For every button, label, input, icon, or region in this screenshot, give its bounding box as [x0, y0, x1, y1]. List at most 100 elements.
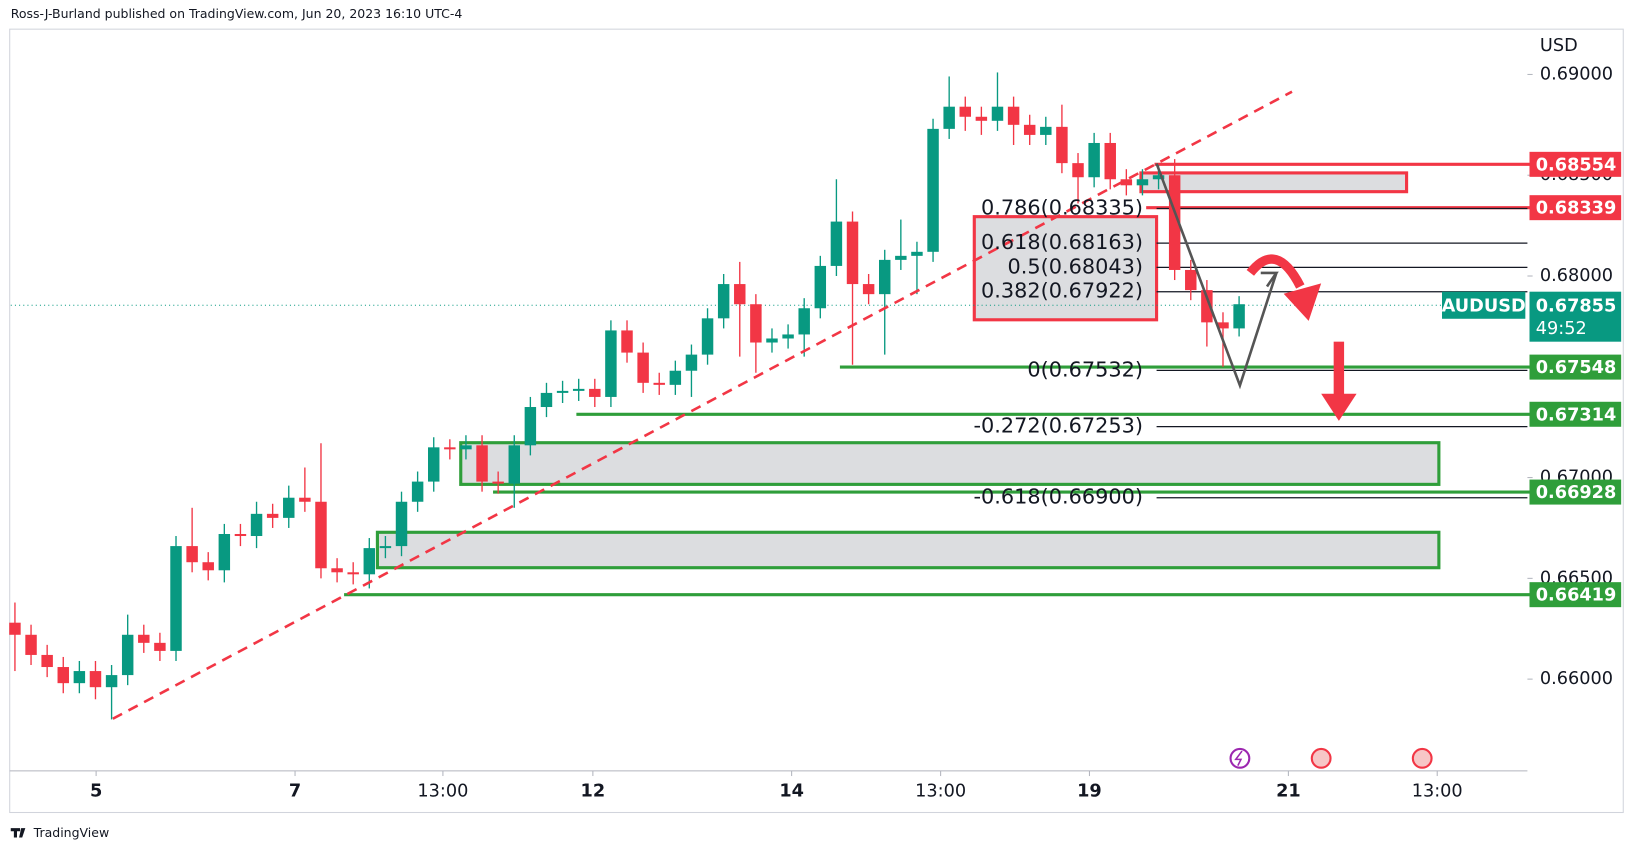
candle-body — [1152, 175, 1165, 180]
candle-body — [331, 568, 343, 573]
level-label-box — [1529, 479, 1622, 505]
event-icon[interactable] — [1411, 747, 1433, 769]
candle-body — [105, 675, 118, 688]
candle-body — [1072, 163, 1084, 178]
candle-body — [685, 354, 698, 371]
candle-body — [540, 392, 553, 408]
candle-body — [283, 497, 295, 518]
candle-body — [653, 382, 665, 385]
candle-body — [750, 304, 762, 343]
candle-body — [234, 534, 247, 537]
demand-zone — [459, 441, 1441, 486]
symbol-label: AUDUSD — [1442, 296, 1526, 316]
candle-body — [1040, 126, 1052, 135]
candle-body — [379, 546, 392, 549]
fib-label: 0.786(0.68335) — [981, 195, 1143, 219]
candle-body — [25, 634, 37, 655]
currency: USD — [1540, 36, 1578, 56]
candle-body — [444, 447, 456, 450]
candle-body — [266, 513, 279, 518]
candle-body — [1104, 142, 1116, 180]
candle-body — [138, 634, 150, 643]
candle-body — [41, 654, 53, 668]
candle-body — [1056, 126, 1068, 164]
level-label: 0.68554 — [1536, 155, 1617, 175]
candle-body — [427, 447, 440, 482]
candle-body — [1120, 179, 1133, 186]
candle-body — [830, 221, 843, 266]
event-icon[interactable] — [1229, 747, 1251, 769]
candle-body — [1185, 269, 1197, 291]
zones — [375, 171, 1441, 570]
candle-body — [927, 128, 939, 252]
level-label: 0.66419 — [1536, 586, 1617, 606]
candle-body — [589, 388, 601, 397]
x-tick-label: 14 — [779, 782, 804, 802]
x-tick-label: 19 — [1077, 782, 1102, 802]
candle-body — [766, 338, 778, 343]
candle-body — [154, 642, 166, 651]
candle-body — [250, 513, 263, 537]
fib-label: 0.382(0.67922) — [981, 279, 1143, 303]
x-tick-label: 5 — [90, 782, 102, 802]
candle-body — [879, 259, 891, 295]
footer: TradingView — [33, 825, 110, 840]
down-arrow-head — [1321, 393, 1357, 421]
candle-body — [637, 352, 649, 383]
level-label-box — [1529, 354, 1622, 380]
candle-body — [315, 501, 327, 569]
candle-body — [170, 546, 182, 651]
candle-body — [959, 106, 971, 117]
level-label: 0.67314 — [1536, 405, 1617, 425]
candle-body — [991, 106, 1004, 121]
candle-body — [862, 284, 875, 295]
candle-body — [1007, 106, 1020, 125]
candle-body — [9, 622, 21, 635]
projection-path — [1155, 163, 1278, 390]
candle-body — [202, 562, 214, 571]
y-tick-label: 0.69000 — [1540, 64, 1613, 84]
candle-body — [524, 407, 537, 446]
candle-body — [460, 445, 472, 450]
candle-body — [798, 308, 810, 335]
candle-body — [911, 251, 923, 256]
event-icon-bolt — [1234, 750, 1243, 766]
candle-body — [782, 334, 794, 339]
y-tick-label: 0.66000 — [1540, 669, 1613, 689]
candle-body — [395, 501, 408, 547]
down-arrow — [1333, 341, 1345, 396]
x-tick-label: 7 — [289, 782, 301, 802]
candle-body — [508, 445, 520, 484]
x-tick-label: 13:00 — [417, 782, 468, 802]
candle-body — [895, 255, 907, 260]
symbol-box — [1442, 291, 1526, 319]
candle-body — [347, 572, 359, 575]
curved-arrow-head — [1283, 283, 1322, 321]
candle-body — [701, 318, 714, 355]
candle-body — [1088, 142, 1100, 178]
fib-box — [972, 215, 1159, 322]
candle-body — [492, 481, 504, 484]
candle-body — [556, 390, 569, 393]
candle-body — [605, 330, 617, 397]
fib-label: 0(0.67532) — [1027, 357, 1143, 381]
trend-line — [112, 90, 1293, 720]
candle-body — [121, 634, 134, 676]
supply-zone — [1139, 171, 1409, 194]
event-icon[interactable] — [1310, 747, 1332, 769]
x-tick-label: 13:00 — [1412, 782, 1463, 802]
candle-body — [299, 497, 311, 502]
candle-body — [943, 106, 955, 129]
logo — [10, 828, 26, 838]
header: Ross-J-Burland published on TradingView.… — [11, 6, 463, 21]
candle-body — [476, 445, 488, 482]
candle-body — [1023, 124, 1036, 135]
candle-body — [186, 546, 198, 563]
candle-body — [1233, 304, 1245, 329]
candle-body — [734, 284, 746, 305]
fib-label: -0.272(0.67253) — [974, 414, 1144, 438]
candle-body — [669, 370, 682, 385]
frame — [9, 28, 1624, 814]
candle-body — [1168, 175, 1181, 270]
